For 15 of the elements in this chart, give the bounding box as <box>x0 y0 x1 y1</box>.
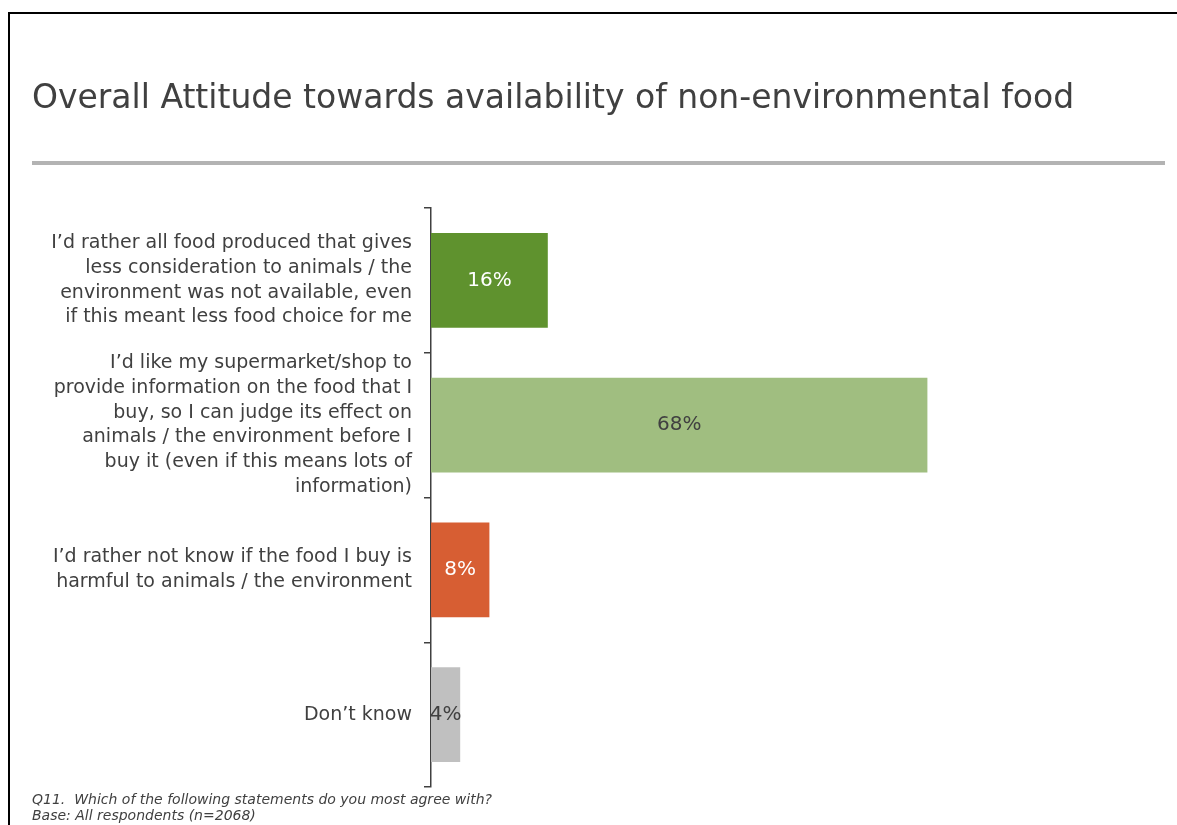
y-tick-label: Don’t know <box>303 701 412 724</box>
data-label: 4% <box>429 700 462 725</box>
data-label: 68% <box>656 411 702 436</box>
data-label: 16% <box>467 266 512 291</box>
text: Q11. Which of the following statements do you most agree with? <box>32 791 492 807</box>
data-label: 8% <box>444 556 477 581</box>
bar <box>431 667 461 763</box>
chart-title: Overall Attitude towards availability of non-environmental food <box>32 76 1075 118</box>
bar <box>431 522 490 618</box>
y-tick-label: I’d rather all food produced that gives less consideration to animals / the environment was not available, even if this meant less food choice for me <box>51 230 412 327</box>
text: Base: All respondents (n=2068) <box>32 807 257 823</box>
bar <box>431 232 548 328</box>
y-tick-label: I’d like my supermarket/shop to provide information on the food that I buy, so I can judge its effect on animals / the environment before I buy it (even if this means lots of information) <box>53 350 414 496</box>
bar <box>431 377 928 473</box>
y-tick-label: I’d rather not know if the food I buy is harmful to animals / the environment <box>52 544 412 592</box>
